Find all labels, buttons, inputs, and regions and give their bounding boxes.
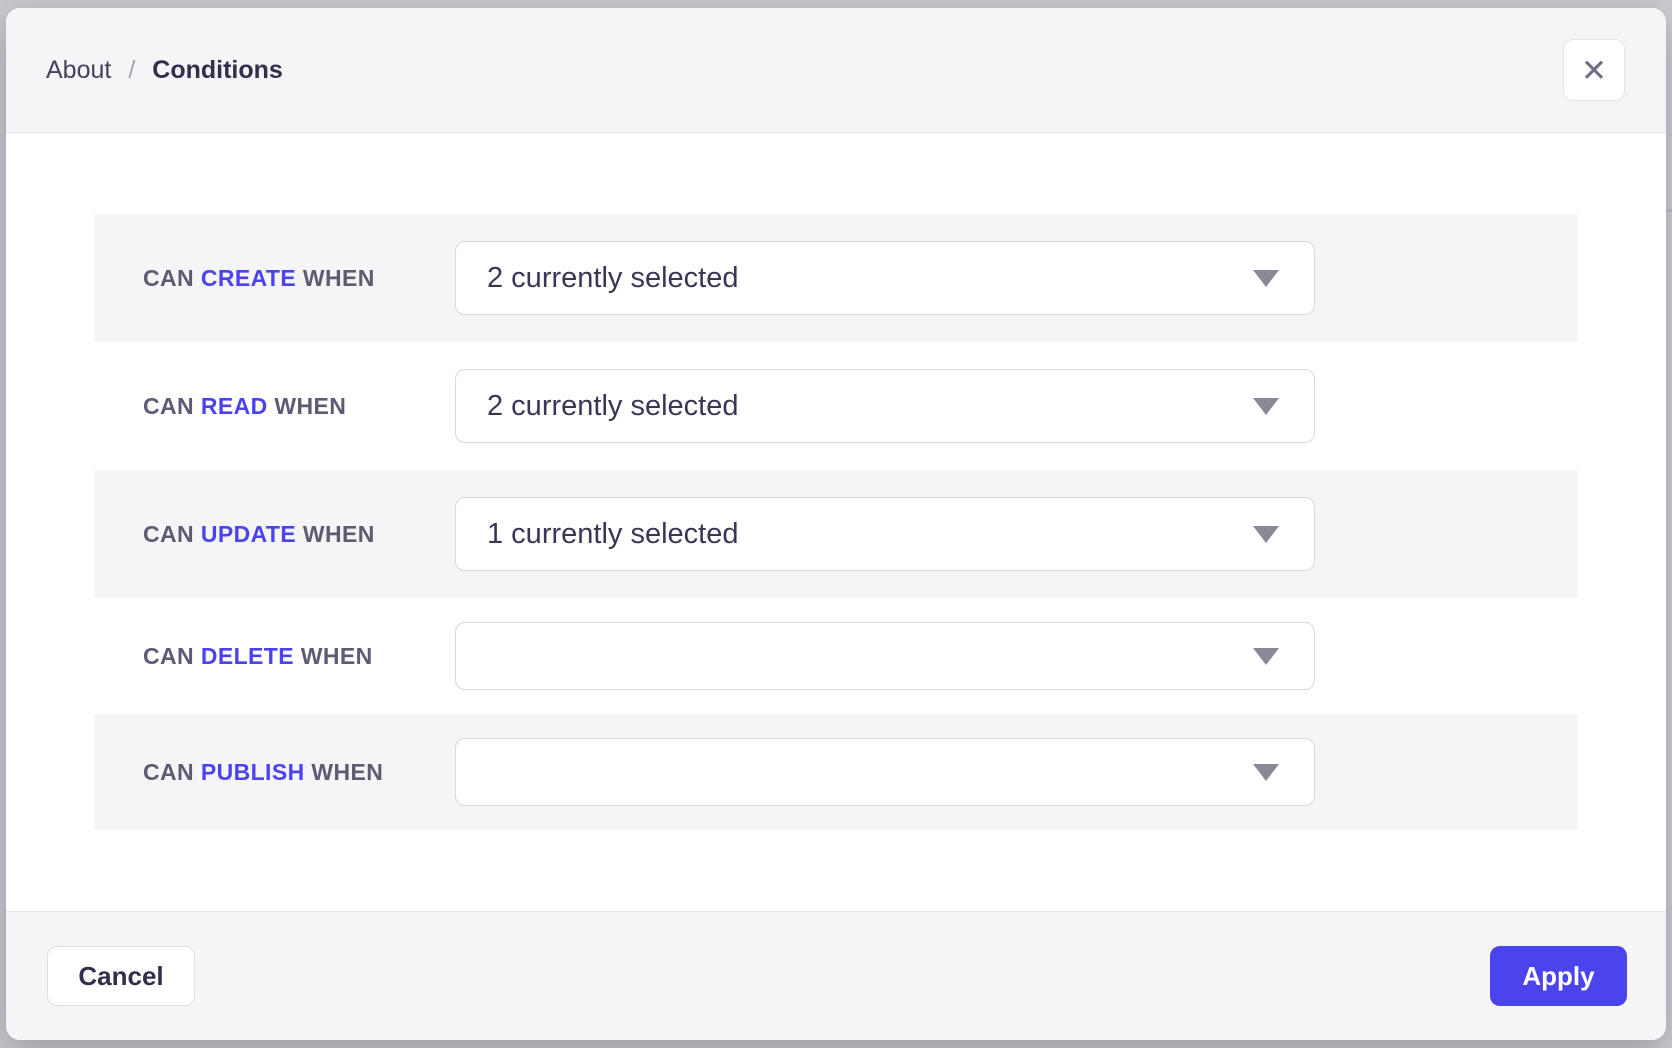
condition-label: CAN UPDATE WHEN [94, 521, 455, 548]
caret-down-icon [1253, 397, 1279, 415]
breadcrumb-about[interactable]: About [46, 55, 112, 84]
publish-conditions-select[interactable] [455, 738, 1315, 806]
label-action: DELETE [200, 642, 294, 669]
select-value: 1 currently selected [487, 517, 739, 550]
condition-label: CAN READ WHEN [94, 393, 455, 420]
caret-down-icon [1253, 763, 1279, 781]
label-action: PUBLISH [200, 758, 305, 785]
condition-label: CAN DELETE WHEN [94, 643, 455, 670]
breadcrumb: About / Conditions [46, 56, 283, 85]
apply-button[interactable]: Apply [1490, 946, 1627, 1006]
label-prefix: CAN [143, 758, 195, 785]
read-conditions-select[interactable]: 2 currently selected [455, 369, 1315, 443]
condition-row-delete: CAN DELETE WHEN [94, 598, 1578, 714]
label-suffix: WHEN [311, 758, 384, 785]
breadcrumb-separator: / [128, 55, 136, 84]
label-suffix: WHEN [274, 392, 347, 419]
caret-down-icon [1253, 647, 1279, 665]
label-suffix: WHEN [302, 264, 375, 291]
label-action: READ [200, 392, 268, 419]
label-prefix: CAN [143, 642, 195, 669]
label-action: CREATE [200, 264, 297, 291]
modal-header: About / Conditions ✕ [6, 8, 1666, 133]
close-button[interactable]: ✕ [1563, 39, 1625, 101]
label-prefix: CAN [143, 264, 195, 291]
select-value: 2 currently selected [487, 389, 739, 422]
caret-down-icon [1253, 269, 1279, 287]
label-suffix: WHEN [302, 520, 375, 547]
condition-row-update: CAN UPDATE WHEN 1 currently selected [94, 470, 1578, 598]
label-prefix: CAN [143, 392, 195, 419]
delete-conditions-select[interactable] [455, 622, 1315, 690]
condition-row-publish: CAN PUBLISH WHEN [94, 714, 1578, 830]
modal-footer: Cancel Apply [6, 911, 1666, 1040]
conditions-modal: About / Conditions ✕ CAN CREATE WHEN 2 c… [6, 8, 1666, 1040]
update-conditions-select[interactable]: 1 currently selected [455, 497, 1315, 571]
condition-row-create: CAN CREATE WHEN 2 currently selected [94, 214, 1578, 342]
modal-body: CAN CREATE WHEN 2 currently selected CAN… [6, 133, 1666, 911]
label-suffix: WHEN [300, 642, 373, 669]
condition-label: CAN CREATE WHEN [94, 265, 455, 292]
label-prefix: CAN [143, 520, 195, 547]
condition-label: CAN PUBLISH WHEN [94, 759, 455, 786]
breadcrumb-conditions: Conditions [152, 55, 283, 84]
select-value: 2 currently selected [487, 261, 739, 294]
caret-down-icon [1253, 525, 1279, 543]
condition-row-read: CAN READ WHEN 2 currently selected [94, 342, 1578, 470]
close-icon: ✕ [1581, 52, 1607, 88]
label-action: UPDATE [200, 520, 297, 547]
create-conditions-select[interactable]: 2 currently selected [455, 241, 1315, 315]
cancel-button[interactable]: Cancel [47, 946, 195, 1006]
